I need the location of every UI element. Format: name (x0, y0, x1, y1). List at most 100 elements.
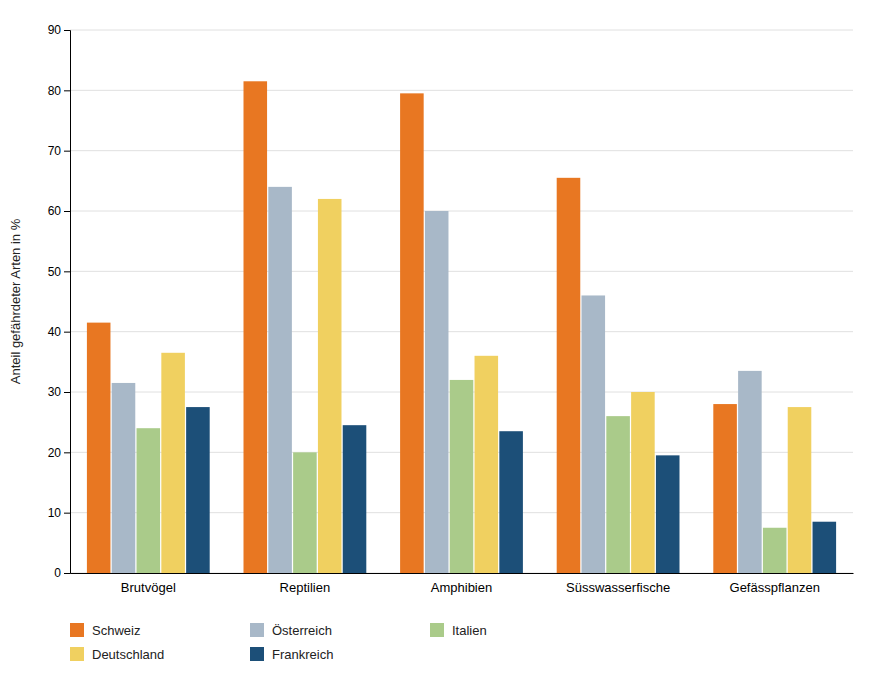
y-tick-label: 20 (48, 446, 62, 460)
grid (70, 30, 853, 573)
x-tick: Reptilien (280, 580, 331, 595)
y-tick: 90 (48, 23, 70, 37)
bar (475, 356, 499, 573)
bar-series (161, 199, 811, 573)
bar (582, 295, 606, 573)
y-tick-label: 70 (48, 144, 62, 158)
x-tick-label: Reptilien (280, 580, 331, 595)
bar-series (186, 407, 836, 573)
y-tick-mark (64, 513, 70, 514)
bar (499, 431, 523, 573)
bar (606, 416, 630, 573)
legend-label: Frankreich (272, 647, 333, 662)
legend-swatch (70, 647, 84, 661)
y-tick-label: 80 (48, 84, 62, 98)
y-tick: 0 (54, 566, 70, 580)
legend-label: Italien (452, 623, 487, 638)
bar (137, 428, 161, 573)
y-axis-title: Anteil gefährdeter Arten in % (8, 218, 23, 384)
bar (161, 353, 185, 573)
x-axis: Brutvögel Reptilien Amphibien Süsswasserfis… (71, 574, 854, 596)
grid-line (70, 30, 853, 31)
legend-label: Schweiz (92, 623, 140, 638)
plot: 0 10 20 30 40 50 60 70 80 90 Brutvögel Reptilien Amp… (48, 23, 854, 595)
grid-line (70, 150, 853, 151)
y-tick-label: 0 (54, 566, 61, 580)
y-tick: 20 (48, 446, 70, 460)
y-tick-label: 40 (48, 325, 62, 339)
y-tick-label: 10 (48, 506, 62, 520)
y-tick: 10 (48, 506, 70, 520)
x-tick-label: Amphibien (431, 580, 492, 595)
bar (186, 407, 210, 573)
y-tick-mark (64, 211, 70, 212)
bar (244, 81, 268, 573)
legend-swatch (250, 623, 264, 637)
bar (763, 528, 787, 573)
x-tick: Brutvögel (121, 580, 176, 595)
bars (87, 81, 836, 573)
bar (425, 211, 449, 573)
legend-item: Italien (430, 623, 487, 638)
bar (557, 178, 581, 573)
bar (293, 452, 317, 573)
legend: Schweiz Österreich Italien Deutschland Frank… (70, 623, 487, 662)
y-tick: 60 (48, 204, 70, 218)
legend-swatch (430, 623, 444, 637)
bar (87, 323, 111, 573)
bar (713, 404, 737, 573)
bar (450, 380, 474, 573)
bar (738, 371, 762, 573)
grid-line (70, 90, 853, 91)
y-tick: 30 (48, 385, 70, 399)
x-tick: Amphibien (431, 580, 492, 595)
legend-item: Deutschland (70, 647, 164, 662)
y-axis-line (64, 31, 71, 574)
y-tick: 70 (48, 144, 70, 158)
bar (788, 407, 812, 573)
bar (112, 383, 136, 573)
bar (268, 187, 292, 573)
legend-label: Deutschland (92, 647, 164, 662)
y-tick: 50 (48, 265, 70, 279)
x-axis-line (71, 573, 854, 574)
grid-line (70, 211, 853, 212)
bar (318, 199, 342, 573)
legend-item: Österreich (250, 623, 332, 638)
y-tick-mark (64, 271, 70, 272)
y-tick: 80 (48, 84, 70, 98)
bar-series (87, 81, 737, 573)
y-tick-label: 30 (48, 385, 62, 399)
bar-series (137, 380, 787, 573)
y-tick-mark (64, 392, 70, 393)
bar (400, 93, 424, 573)
y-tick-mark (64, 573, 70, 574)
grid-line (70, 331, 853, 332)
legend-label: Österreich (272, 623, 332, 638)
grid-line (70, 271, 853, 272)
y-tick: 40 (48, 325, 70, 339)
x-tick-label: Gefässpflanzen (730, 580, 820, 595)
x-tick: Gefässpflanzen (730, 580, 820, 595)
y-axis: 0 10 20 30 40 50 60 70 80 90 (48, 23, 71, 580)
bar (631, 392, 655, 573)
y-tick-mark (64, 90, 70, 91)
legend-item: Frankreich (250, 647, 333, 662)
y-tick-mark (64, 151, 70, 152)
bar (813, 522, 837, 573)
legend-swatch (70, 623, 84, 637)
y-tick-mark (64, 332, 70, 333)
bar (656, 455, 680, 573)
y-tick-label: 60 (48, 204, 62, 218)
x-tick: Süsswasserfische (566, 580, 670, 595)
bar-series (112, 187, 762, 573)
y-tick-label: 90 (48, 23, 62, 37)
y-tick-label: 50 (48, 265, 62, 279)
y-tick-mark (64, 452, 70, 453)
bar (343, 425, 367, 573)
chart: 0 10 20 30 40 50 60 70 80 90 Brutvögel Reptilien Amp… (0, 0, 873, 693)
x-tick-label: Süsswasserfische (566, 580, 670, 595)
legend-item: Schweiz (70, 623, 140, 638)
y-tick-mark (64, 30, 70, 31)
legend-swatch (250, 647, 264, 661)
